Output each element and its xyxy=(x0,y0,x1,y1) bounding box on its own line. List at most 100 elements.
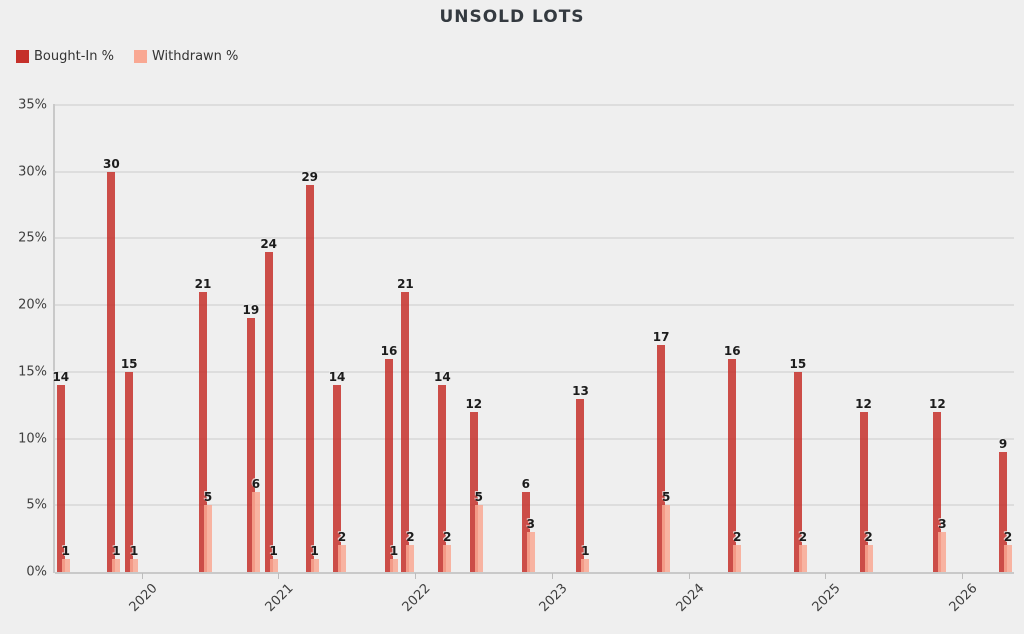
legend-label-withdrawn: Withdrawn % xyxy=(151,49,239,64)
bar-withdrawn xyxy=(130,558,139,572)
bought-in-value-label: 15 xyxy=(120,356,138,371)
y-tick-label: 10% xyxy=(18,431,47,447)
bar-withdrawn xyxy=(798,545,807,572)
bought-in-value-label: 13 xyxy=(572,383,589,398)
bought-in-value-label: 15 xyxy=(789,356,807,371)
bar-withdrawn xyxy=(1004,545,1013,572)
bar-withdrawn xyxy=(310,558,319,572)
bar-withdrawn xyxy=(443,545,452,572)
withdrawn-value-label: 2 xyxy=(443,530,452,545)
withdrawn-value-label: 3 xyxy=(526,516,535,531)
bought-in-value-label: 14 xyxy=(328,370,346,385)
bought-in-value-label: 14 xyxy=(52,370,70,385)
bought-in-value-label: 29 xyxy=(301,170,319,185)
y-tick-label: 35% xyxy=(18,97,47,113)
x-tick-label: 2020 xyxy=(126,581,161,616)
grid-line xyxy=(55,104,1014,106)
withdrawn-value-label: 2 xyxy=(864,530,873,545)
bought-in-swatch-icon xyxy=(16,50,29,63)
x-tick xyxy=(688,573,690,579)
bought-in-value-label: 12 xyxy=(855,396,872,411)
x-tick-label: 2023 xyxy=(536,581,571,616)
bar-bought-in xyxy=(657,345,666,572)
bought-in-value-label: 6 xyxy=(521,476,530,491)
bar-withdrawn xyxy=(864,545,873,572)
bar-bought-in xyxy=(438,385,447,572)
y-tick-label: 20% xyxy=(18,297,47,313)
bar-bought-in xyxy=(264,251,273,572)
withdrawn-value-label: 1 xyxy=(269,543,278,558)
bar-withdrawn xyxy=(938,531,947,572)
withdrawn-value-label: 1 xyxy=(61,543,70,558)
x-tick-label: 2021 xyxy=(262,581,297,616)
withdrawn-value-label: 1 xyxy=(130,543,139,558)
bar-bought-in xyxy=(521,491,530,572)
bar-bought-in xyxy=(999,451,1008,572)
bought-in-value-label: 12 xyxy=(929,396,946,411)
chart-legend: Bought-In % Withdrawn % xyxy=(16,49,238,64)
x-tick-label: 2025 xyxy=(809,581,844,616)
x-tick-label: 2026 xyxy=(946,581,981,616)
bar-withdrawn xyxy=(61,558,70,572)
bar-withdrawn xyxy=(662,505,671,572)
withdrawn-value-label: 1 xyxy=(112,543,121,558)
withdrawn-value-label: 6 xyxy=(251,476,261,491)
x-tick xyxy=(551,573,553,579)
withdrawn-swatch-icon xyxy=(133,50,147,63)
bar-bought-in xyxy=(385,358,394,572)
bar-bought-in xyxy=(728,358,737,572)
bar-bought-in xyxy=(576,398,585,572)
legend-label-bought-in: Bought-In % xyxy=(34,49,114,64)
bar-bought-in xyxy=(933,411,942,572)
withdrawn-value-label: 2 xyxy=(1003,530,1013,545)
y-axis-line xyxy=(53,104,55,573)
withdrawn-value-label: 5 xyxy=(474,490,483,505)
bar-bought-in xyxy=(793,371,802,572)
bar-withdrawn xyxy=(733,545,742,572)
withdrawn-value-label: 5 xyxy=(661,490,671,505)
grid-line xyxy=(55,437,1014,440)
x-tick xyxy=(962,573,963,579)
y-tick-label: 30% xyxy=(18,164,47,180)
y-tick-label: 5% xyxy=(26,497,47,513)
bar-withdrawn xyxy=(269,558,278,572)
grid-line xyxy=(55,504,1014,507)
legend-item-withdrawn: Withdrawn % xyxy=(133,49,239,64)
x-tick xyxy=(415,573,416,579)
bar-bought-in xyxy=(107,171,116,572)
bar-bought-in xyxy=(469,411,478,572)
grid-line xyxy=(55,370,1014,373)
bar-withdrawn xyxy=(338,545,347,572)
bar-bought-in xyxy=(56,385,65,572)
bought-in-value-label: 30 xyxy=(103,156,120,171)
bar-withdrawn xyxy=(526,531,535,572)
x-axis-line xyxy=(55,572,1014,574)
withdrawn-value-label: 3 xyxy=(938,516,947,531)
bar-bought-in xyxy=(199,291,208,572)
bar-withdrawn xyxy=(474,505,483,572)
y-tick-label: 0% xyxy=(26,564,47,580)
bar-withdrawn xyxy=(390,558,399,572)
chart-title: UNSOLD LOTS xyxy=(439,7,585,27)
bought-in-value-label: 12 xyxy=(465,396,483,411)
bar-withdrawn xyxy=(581,558,590,572)
grid-line xyxy=(55,170,1014,173)
bar-bought-in xyxy=(333,385,342,572)
withdrawn-value-label: 2 xyxy=(798,530,808,545)
x-tick xyxy=(278,573,280,579)
withdrawn-value-label: 2 xyxy=(733,530,742,545)
withdrawn-value-label: 1 xyxy=(581,543,590,558)
x-tick xyxy=(825,573,827,579)
bought-in-value-label: 21 xyxy=(397,276,414,291)
withdrawn-value-label: 2 xyxy=(337,530,347,545)
bought-in-value-label: 9 xyxy=(998,436,1008,451)
bar-bought-in xyxy=(859,411,868,572)
x-tick xyxy=(141,573,143,579)
legend-item-bought-in: Bought-In % xyxy=(16,49,114,64)
bought-in-value-label: 19 xyxy=(242,303,260,318)
bar-withdrawn xyxy=(204,505,213,572)
y-tick-label: 15% xyxy=(18,364,47,380)
withdrawn-value-label: 2 xyxy=(406,530,415,545)
bought-in-value-label: 24 xyxy=(260,236,278,251)
